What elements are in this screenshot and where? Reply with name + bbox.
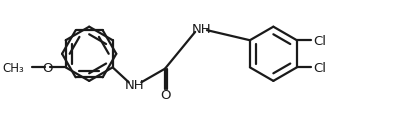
Text: O: O bbox=[42, 62, 53, 75]
Text: Cl: Cl bbox=[314, 35, 327, 48]
Text: NH: NH bbox=[125, 79, 145, 92]
Text: NH: NH bbox=[191, 23, 211, 36]
Text: O: O bbox=[160, 89, 171, 102]
Text: Cl: Cl bbox=[314, 62, 327, 75]
Text: CH₃: CH₃ bbox=[2, 62, 24, 75]
